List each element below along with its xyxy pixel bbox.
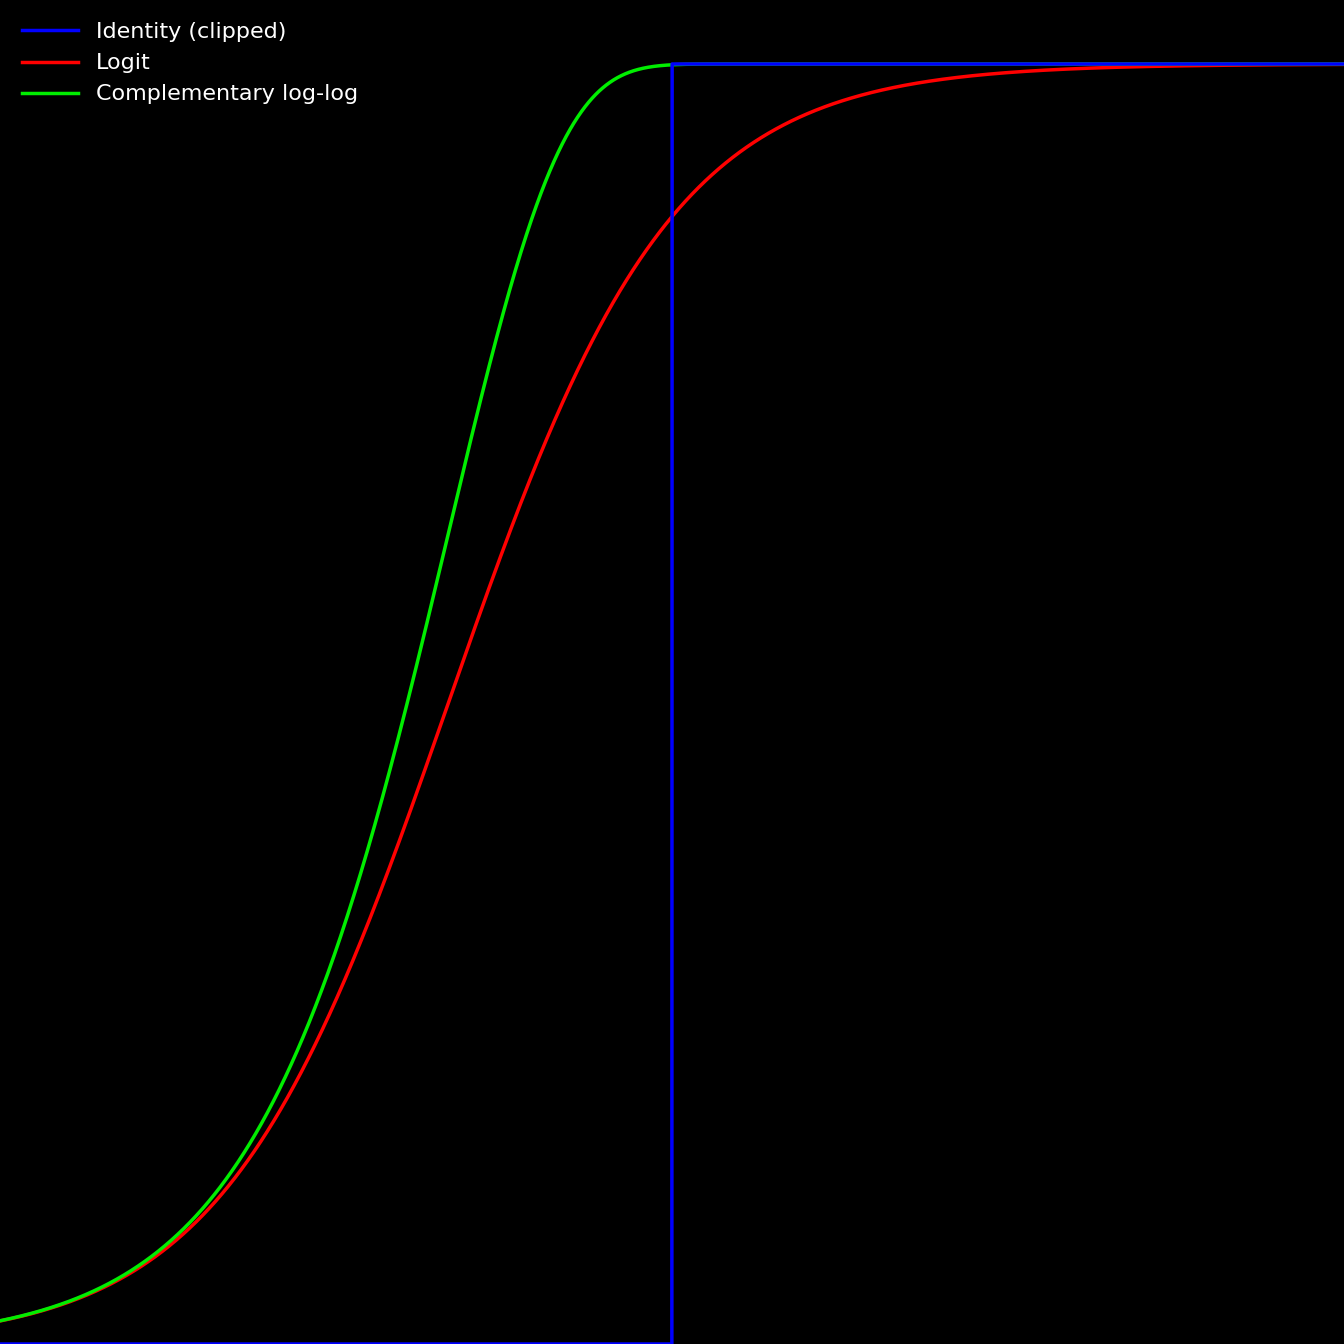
Legend: Identity (clipped), Logit, Complementary log-log: Identity (clipped), Logit, Complementary… [11,11,368,116]
